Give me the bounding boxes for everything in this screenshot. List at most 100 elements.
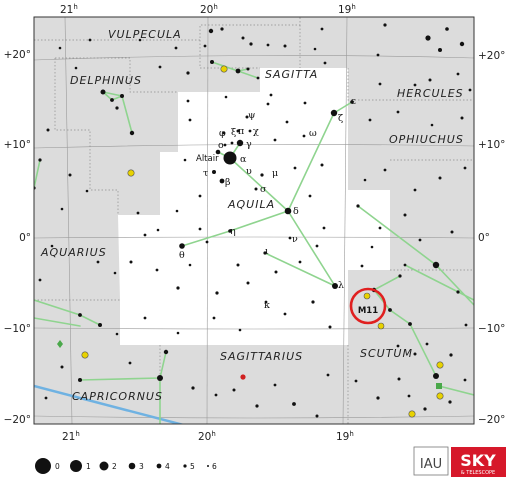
constellation-name-sagitta: SAGITTA [265,68,318,81]
star-151 [460,116,464,120]
star-label-psi: ψ [248,110,255,121]
star-16 [236,129,240,133]
star-157 [269,93,273,97]
star-label-tau: τ [203,168,208,179]
legend-dot-mag4 [156,463,162,469]
ra-tick-top-21: 21h [60,3,78,16]
galaxy-symbol-scutum-4 [408,410,416,418]
star-111 [143,316,147,320]
star-41 [98,323,102,327]
star-label-gamma: γ [246,139,252,150]
star-14 [245,115,249,119]
galaxy-symbol-delphinus [127,169,135,177]
star-100 [188,118,192,122]
star-40 [78,313,82,317]
star-25 [120,94,124,98]
star-137 [418,238,422,242]
star-61 [428,78,432,82]
star-142 [360,264,364,268]
star-152 [378,82,382,86]
star-107 [283,312,287,316]
star-83 [155,268,159,272]
star-58 [438,48,442,52]
star-45 [38,158,42,162]
ra-tick-bottom-19: 19h [336,430,354,443]
star-141 [370,245,374,249]
ra-tick-bottom-20: 20h [198,430,216,443]
star-138 [450,230,454,234]
ra-tick-top-19: 19h [338,3,356,16]
constellation-name-hercules: HERCULES [397,87,464,100]
star-26 [129,130,135,136]
star-153 [413,83,417,87]
star-label-phi: φ [219,128,226,139]
sky-logo-subtext: & TELESCOPE [461,470,495,476]
star-label-lambda: λ [338,280,344,291]
star-38 [356,204,360,208]
star-36 [433,373,439,379]
constellation-names: VULPECULA SAGITTA DELPHINUS HERCULES OPH… [40,28,464,403]
star-84 [176,286,180,290]
dec-tick-left-minus10: −10° [4,323,31,335]
star-57 [425,35,431,41]
star-101 [183,158,187,162]
planetary-nebula-symbol [57,340,63,348]
legend-dot-mag5 [183,464,187,468]
star-149 [396,110,400,114]
star-12 [260,173,264,177]
star-140 [378,226,382,230]
dec-tick-right-plus10: +10° [478,139,505,151]
constellation-name-aquarius: AQUARIUS [40,246,107,259]
star-label-omicron: ο [218,140,224,151]
star-54 [313,47,317,51]
star-71 [58,46,62,50]
chart-frame [33,16,475,425]
star-130 [463,378,467,382]
star-66 [138,38,142,42]
star-15 [230,141,234,145]
star-144 [438,176,442,180]
star-115 [128,361,132,365]
star-10 [219,178,225,184]
star-154 [468,88,472,92]
star-85 [188,263,192,267]
magnitude-legend: 0 1 2 3 4 5 6 [35,458,217,474]
star-99 [273,138,277,142]
star-94 [308,194,312,198]
star-110 [176,331,180,335]
star-label-nu: ν [292,234,298,245]
galaxy-symbol-scutum-2 [436,361,444,369]
star-48 [203,44,207,48]
star-6 [332,283,338,289]
star-label-sigma: σ [260,184,267,195]
sky-logo-box [451,447,506,477]
star-122 [315,414,319,418]
star-87 [215,291,219,295]
star-143 [413,188,417,192]
star-98 [285,120,289,124]
star-label-chi: χ [253,126,259,137]
coordinate-grid [34,17,474,424]
ra-tick-top-20: 20h [200,3,218,16]
star-68 [158,65,162,69]
constellation-name-ophiuchus: OPHIUCHUS [389,133,464,146]
constellation-name-sagittarius: SAGITTARIUS [220,350,303,363]
legend-dot-mag2 [99,461,109,471]
star-90 [274,270,278,274]
star-8 [179,243,185,249]
star-62 [456,72,460,76]
star-156 [266,102,270,106]
star-label-beta: β [225,177,231,188]
star-116 [191,386,195,390]
star-117 [214,393,218,397]
dec-ticks-left: +20° +10° 0° −10° −20° [4,49,31,426]
star-3 [284,207,292,215]
star-20 [302,134,306,138]
star-39 [403,263,407,267]
star-86 [205,240,209,244]
star-108 [311,300,315,304]
star-132 [425,342,429,346]
star-63 [376,53,380,57]
star-label-iota: ι [265,246,269,257]
star-60 [459,41,465,47]
